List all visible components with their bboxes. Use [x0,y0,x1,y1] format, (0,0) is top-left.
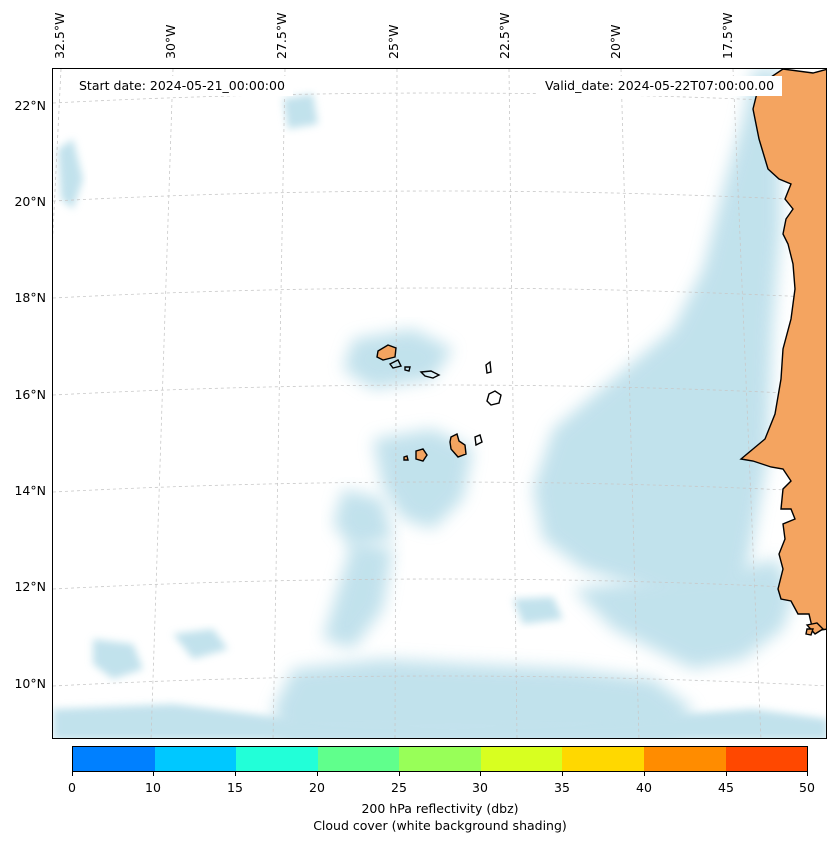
lon-label-30w: 30°W [163,24,178,59]
colorbar-tick-label: 10 [145,780,161,795]
gridline-lon-22-5 [508,69,518,738]
islands-bijagos-2 [805,628,814,636]
cloud-band-bottom [53,704,826,738]
gridline-lat-20 [53,190,826,202]
island-sao-nicolau [419,370,441,379]
lon-label-32-5w: 32.5°W [52,12,67,59]
gridline-lon-17-5 [732,69,762,738]
gridline-lat-22 [53,92,826,104]
gridline-lat-12 [53,578,826,590]
cloud-patch-north-islands [343,329,453,389]
island-santo-antao [376,344,397,361]
lat-label-12n: 12°N [14,579,46,594]
lat-label-20n: 20°N [14,194,46,209]
colorbar [72,746,808,772]
cloud-band-southeast [573,559,793,669]
lat-label-22n: 22°N [14,98,46,113]
lat-label-10n: 10°N [14,676,46,691]
colorbar-segment-25-30 [399,747,481,771]
island-fogo [415,448,428,462]
gridline-lon-27-5 [272,69,286,738]
lat-label-16n: 16°N [14,387,46,402]
colorbar-tick-label: 15 [227,780,243,795]
start-date-label: Start date: 2024-05-21_00:00:00 [71,76,293,96]
cloud-band-south [273,659,693,738]
colorbar-tickmark [72,772,73,776]
colorbar-tick-label: 0 [68,780,76,795]
gridline-lon-20 [620,69,640,738]
cloud-patch-left-2 [93,639,143,679]
colorbar-tickmark [399,772,400,776]
colorbar-tickmark [153,772,154,776]
graticule [53,69,826,738]
cloud-patch-islands [373,429,473,529]
gridline-lat-10 [53,675,826,687]
lon-label-20w: 20°W [608,24,623,59]
cloud-patch-top-1 [283,94,318,129]
island-sao-vicente [388,359,403,369]
lat-label-14n: 14°N [14,483,46,498]
colorbar-segment-20-25 [317,747,400,771]
gridline-lat-18 [53,287,826,299]
lon-label-17-5w: 17.5°W [720,12,735,59]
colorbar-tick-label: 30 [472,780,488,795]
valid-date-label: Valid_date: 2024-05-22T07:00:00.00 [537,76,783,96]
colorbar-tickmark [644,772,645,776]
cloud-patch-west-1 [333,489,393,549]
colorbar-segment-45-50 [725,747,808,771]
cloud-patch-west-2 [323,539,393,649]
island-boa-vista [486,390,502,406]
island-sal [485,360,492,374]
colorbar-sublabel: Cloud cover (white background shading) [313,818,567,833]
cloud-band-east [533,69,781,609]
colorbar-tick-label: 45 [718,780,734,795]
map-canvas [53,69,826,738]
island-santa-luzia [404,366,411,372]
gridline-lat-14 [53,481,826,493]
colorbar-tick-label: 25 [391,780,407,795]
colorbar-tick-label: 50 [799,780,815,795]
colorbar-tick-label: 20 [309,780,325,795]
lon-label-25w: 25°W [386,24,401,59]
colorbar-segment-10-15 [154,747,237,771]
colorbar-segment-15-20 [236,747,318,771]
colorbar-segment-0-10 [73,747,155,771]
cloud-cover-layer [53,69,826,738]
africa-coastline [739,69,826,632]
lon-label-27-5w: 27.5°W [274,12,289,59]
land-layer [376,69,826,636]
gridline-lat-16 [53,384,826,396]
map-panel[interactable] [52,68,827,739]
colorbar-tickmark [726,772,727,776]
colorbar-tickmark [317,772,318,776]
cloud-patch-mid [513,597,563,624]
lat-label-18n: 18°N [14,290,46,305]
colorbar-label: 200 hPa reflectivity (dbz) [361,801,519,816]
colorbar-segment-30-35 [480,747,563,771]
cloud-patch-left-3 [173,629,228,659]
colorbar-tick-label: 40 [636,780,652,795]
colorbar-tickmark [562,772,563,776]
island-santiago [449,432,467,458]
island-maio [474,434,483,447]
island-brava [403,455,409,461]
colorbar-segment-40-45 [643,747,726,771]
colorbar-tickmark [235,772,236,776]
colorbar-tickmark [807,772,808,776]
colorbar-tickmark [480,772,481,776]
cloud-patch-left-1 [58,139,83,209]
lon-label-22-5w: 22.5°W [497,12,512,59]
colorbar-tick-label: 35 [554,780,570,795]
gridline-lon-30 [150,69,174,738]
colorbar-segment-35-40 [562,747,644,771]
gridline-lon-25 [394,69,398,738]
